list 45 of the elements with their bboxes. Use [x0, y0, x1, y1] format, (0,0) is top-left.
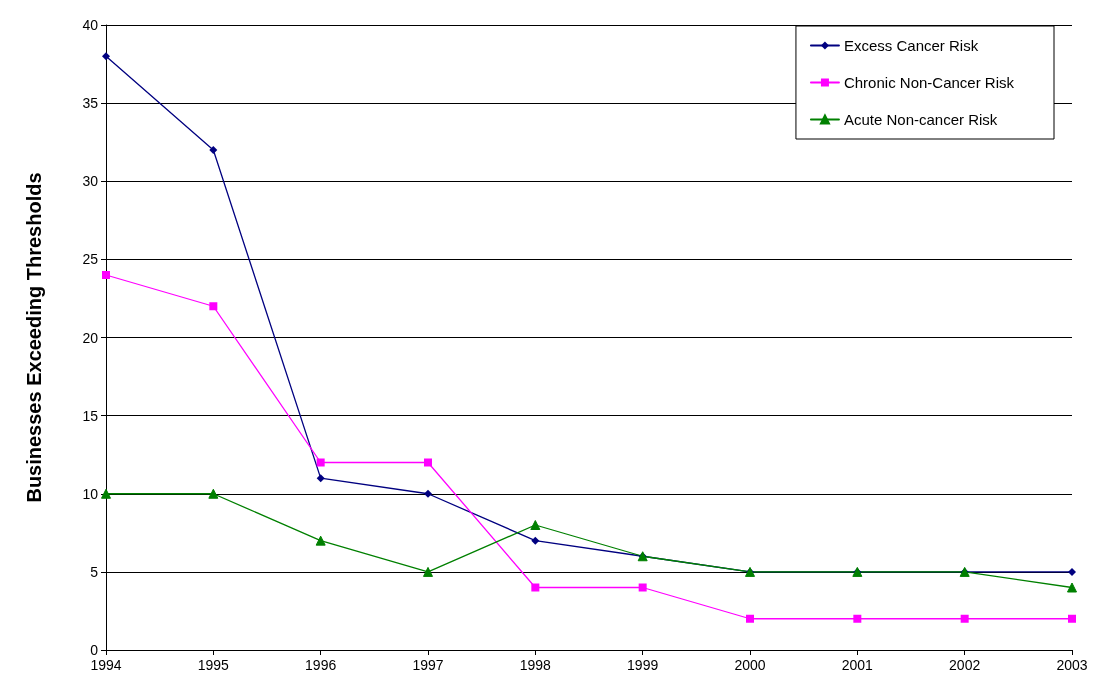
point [316, 458, 325, 467]
y-tick-label: 30 [82, 173, 99, 190]
y-tick-label: 20 [82, 329, 99, 346]
x-tick-label: 1996 [305, 657, 337, 673]
point [424, 489, 432, 498]
point [209, 302, 218, 311]
point [1068, 567, 1076, 576]
x-tick-label: 1994 [90, 657, 122, 673]
point [1068, 614, 1076, 623]
y-tick-label: 25 [82, 251, 99, 268]
point [102, 52, 110, 61]
y-tick-label: 10 [82, 485, 99, 502]
x-tick-label: 1998 [519, 657, 552, 673]
point [531, 583, 540, 592]
y-tick-label: 0 [90, 642, 99, 658]
point [960, 614, 969, 623]
y-tick-label: 5 [90, 563, 99, 580]
point [746, 614, 754, 623]
point [423, 566, 433, 577]
x-tick-label: 1999 [627, 657, 659, 673]
y-tick-label: 35 [82, 95, 99, 112]
x-tick-label: 1995 [197, 657, 230, 673]
legend-label: Chronic Non-Cancer Risk [843, 74, 1015, 91]
point [638, 583, 647, 592]
point [531, 536, 540, 545]
point [209, 146, 218, 154]
point [102, 271, 110, 279]
legend-label: Acute Non-cancer Risk [843, 111, 998, 128]
x-tick-label: 2000 [734, 657, 766, 673]
point [316, 474, 325, 483]
point [208, 488, 219, 499]
y-tick-label: 40 [82, 17, 99, 33]
point [424, 458, 432, 467]
x-tick-label: 2003 [1056, 657, 1088, 673]
x-tick-label: 2002 [949, 657, 981, 673]
x-tick-label: 2001 [841, 657, 874, 673]
point [101, 488, 111, 499]
y-axis-title: Businesses Exceeding Thresholds [23, 172, 45, 503]
point [530, 520, 541, 530]
point [1067, 582, 1077, 593]
point [853, 614, 862, 623]
x-tick-label: 1997 [412, 657, 444, 673]
legend-label: Excess Cancer Risk [843, 37, 979, 54]
point [315, 535, 326, 546]
y-tick-label: 15 [82, 407, 99, 424]
